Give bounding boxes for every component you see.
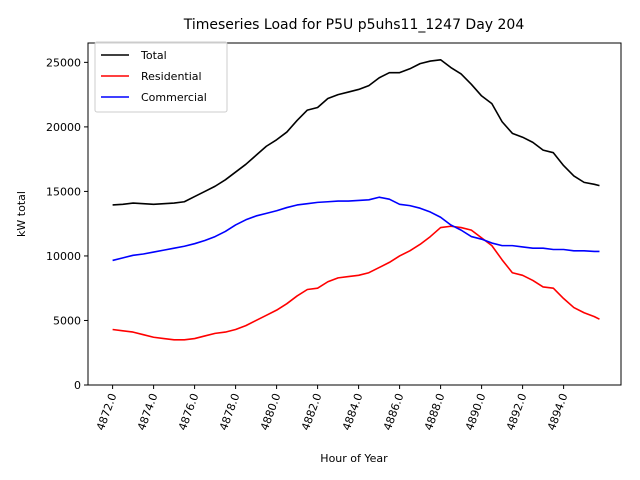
legend-box bbox=[94, 41, 228, 113]
x-axis-label: Hour of Year bbox=[320, 452, 388, 465]
series-line-total bbox=[112, 58, 600, 206]
chart-title: Timeseries Load for P5U p5uhs11_1247 Day… bbox=[183, 17, 525, 33]
y-tick-label: 10000 bbox=[46, 250, 81, 263]
y-axis-ticks: 0 5000 10000 15000 20000 25000 bbox=[46, 56, 88, 392]
legend-label-commercial: Commercial bbox=[141, 91, 207, 104]
y-tick-label: 25000 bbox=[46, 56, 81, 69]
legend: Total Residential Commercial bbox=[94, 41, 228, 113]
y-tick-label: 0 bbox=[74, 379, 81, 392]
y-axis-label: kW total bbox=[15, 191, 28, 237]
y-tick-label: 5000 bbox=[53, 314, 81, 327]
series-layer bbox=[112, 58, 600, 341]
y-tick-label: 15000 bbox=[46, 185, 81, 198]
series-line-residential bbox=[112, 225, 600, 341]
series-line-commercial bbox=[112, 196, 600, 262]
y-tick-label: 20000 bbox=[46, 121, 81, 134]
legend-label-total: Total bbox=[140, 49, 167, 62]
plot-frame bbox=[87, 42, 622, 386]
legend-label-residential: Residential bbox=[141, 70, 202, 83]
